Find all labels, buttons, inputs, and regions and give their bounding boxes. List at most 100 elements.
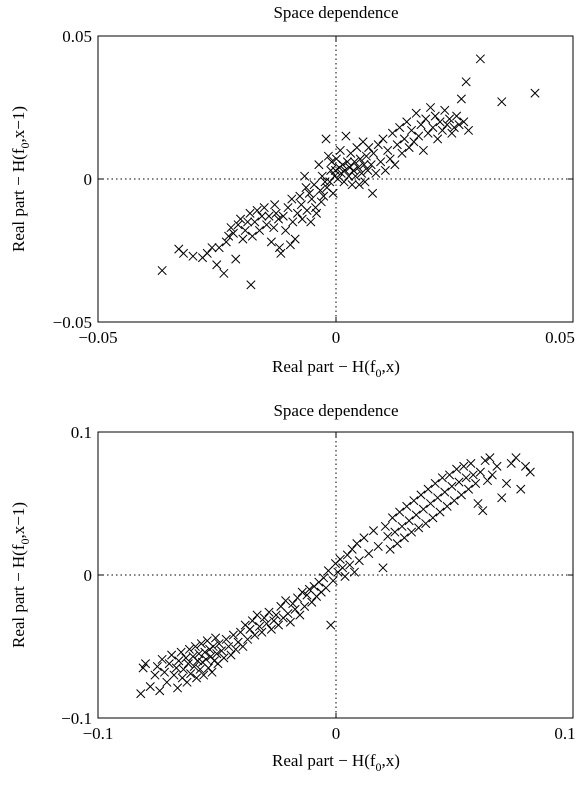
scatter-point (207, 667, 217, 677)
scatter-point (246, 280, 256, 290)
scatter-point (418, 145, 428, 155)
scatter-point (344, 171, 354, 181)
scatter-point (164, 659, 174, 669)
scatter-point (340, 165, 350, 175)
scatter-point (247, 616, 257, 626)
chart-top: Space dependence −0.05 0 0.05 0.05 0 −0.… (9, 3, 575, 380)
x-tick-label: −0.05 (78, 328, 117, 347)
scatter-point (224, 231, 234, 241)
scatter-point (238, 234, 248, 244)
scatter-point (447, 481, 457, 491)
scatter-point (288, 217, 298, 227)
scatter-point (250, 630, 260, 640)
scatter-points (136, 453, 535, 699)
scatter-point (430, 111, 440, 121)
scatter-point (414, 131, 424, 141)
scatter-point (190, 641, 200, 652)
scatter-point (357, 168, 367, 178)
scatter-point (520, 461, 531, 471)
scatter-point (349, 567, 360, 577)
scatter-point (361, 151, 371, 161)
scatter-point (433, 134, 443, 144)
scatter-point (347, 180, 357, 190)
scatter-point (378, 563, 388, 573)
scatter-point (157, 654, 167, 664)
scatter-point (497, 97, 507, 107)
scatter-point (428, 122, 438, 133)
scatter-point (406, 125, 417, 135)
scatter-point (295, 610, 305, 620)
scatter-point (178, 248, 189, 258)
scatter-point (360, 177, 370, 187)
scatter-point (243, 217, 253, 227)
scatter-point (287, 194, 297, 204)
scatter-point (195, 664, 205, 674)
scatter-point (319, 573, 329, 583)
scatter-point (276, 248, 286, 258)
scatter-point (226, 650, 236, 660)
scatter-point (364, 548, 374, 559)
scatter-point (397, 148, 407, 158)
scatter-point (228, 228, 238, 238)
scatter-point (155, 686, 165, 696)
y-tick-label: −0.1 (61, 709, 92, 728)
scatter-point (482, 476, 493, 486)
scatter-point (406, 527, 417, 537)
scatter-point (371, 168, 381, 178)
scatter-point (383, 145, 393, 155)
scatter-point (221, 634, 231, 644)
scatter-point (444, 470, 455, 480)
scatter-point (257, 211, 267, 221)
scatter-point (323, 151, 333, 161)
scatter-point (335, 145, 345, 155)
scatter-point (235, 627, 246, 637)
scatter-point (264, 211, 274, 221)
scatter-point (252, 205, 262, 216)
scatter-point (254, 225, 265, 236)
scatter-point (511, 453, 521, 463)
scatter-point (341, 131, 351, 141)
scatter-point (266, 237, 276, 247)
scatter-point (283, 609, 293, 619)
scatter-point (269, 223, 279, 233)
scatter-point (368, 148, 379, 158)
scatter-point (302, 590, 312, 600)
scatter-point (202, 248, 212, 258)
scatter-point (506, 458, 516, 469)
scatter-point (352, 538, 362, 549)
scatter-point (250, 217, 260, 227)
scatter-point (285, 617, 295, 627)
scatter-point (378, 134, 388, 144)
scatter-point (501, 478, 512, 489)
scatter-point (330, 165, 341, 175)
scatter-point (387, 128, 398, 138)
scatter-point (262, 220, 272, 230)
scatter-point (320, 177, 330, 187)
scatter-point (353, 163, 363, 173)
scatter-point (497, 493, 507, 503)
scatter-point (274, 243, 285, 253)
chart-title: Space dependence (273, 401, 398, 420)
scatter-point (243, 634, 253, 644)
scatter-point (367, 188, 378, 198)
scatter-point (380, 165, 390, 175)
scatter-point (207, 243, 217, 253)
x-tick-label: −0.1 (83, 724, 114, 743)
scatter-point (211, 633, 221, 643)
scatter-point (235, 214, 246, 224)
scatter-point (292, 208, 303, 218)
scatter-point (459, 117, 469, 127)
scatter-point (317, 171, 327, 181)
scatter-point (182, 677, 192, 687)
scatter-point (159, 667, 170, 677)
scatter-point (492, 461, 502, 471)
scatter-point (283, 203, 293, 213)
scatter-point (437, 473, 447, 483)
scatter-point (338, 160, 348, 170)
scatter-point (183, 659, 193, 669)
scatter-point (416, 120, 426, 130)
scatter-point (385, 544, 395, 554)
scatter-point (281, 225, 291, 236)
y-tick-label: 0.05 (62, 27, 92, 46)
scatter-point (288, 599, 298, 609)
